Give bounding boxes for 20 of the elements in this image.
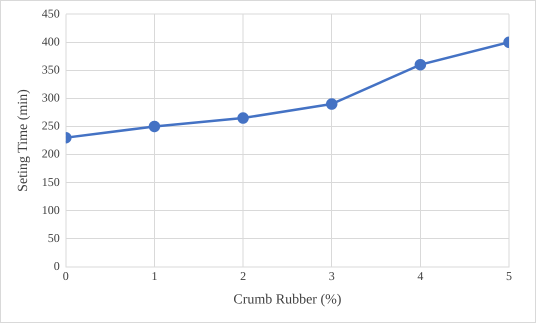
y-tick-label: 450 [42,6,60,20]
x-tick-label: 5 [506,269,512,284]
point [326,98,338,110]
point [237,112,249,124]
y-tick-label: 300 [42,90,60,105]
x-tick-label: 1 [151,269,158,284]
y-axis-title: Seting Time (min) [16,88,32,192]
x-tick-label: 2 [240,269,246,284]
y-tick-label: 150 [42,174,60,189]
y-tick-label: 200 [42,146,60,161]
y-tick-label: 100 [42,202,60,217]
y-tick-label: 250 [42,118,60,133]
y-tick-label: 400 [42,34,60,48]
x-axis-title: Crumb Rubber (%) [233,292,342,308]
x-tick-label: 0 [62,269,69,284]
y-tick-label: 350 [42,62,60,76]
x-tick-label: 3 [328,269,335,284]
y-tick-label: 0 [54,258,60,273]
x-tick-label: 4 [417,269,424,284]
y-tick-label: 50 [48,230,60,245]
